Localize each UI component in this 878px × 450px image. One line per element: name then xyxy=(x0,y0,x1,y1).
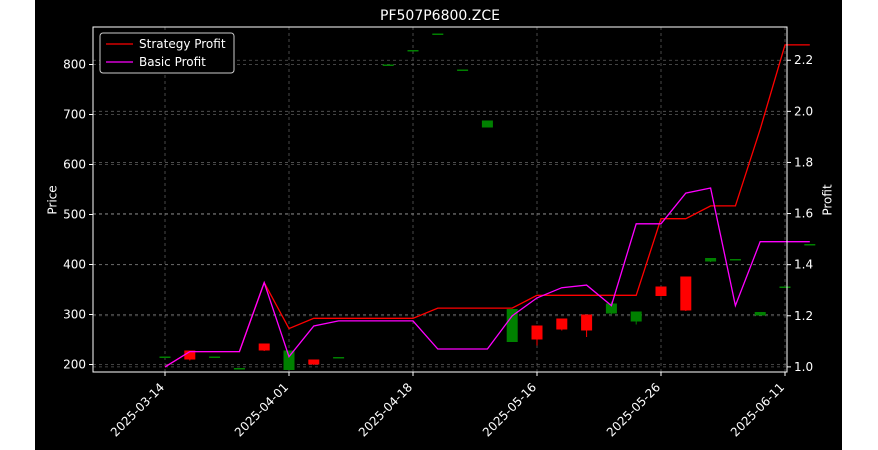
strategy-profit-line xyxy=(164,44,810,368)
candles-layer xyxy=(159,33,816,370)
candle-body xyxy=(184,350,196,360)
y-right-tick-label: 1.2 xyxy=(794,309,813,323)
x-tick-label: 2025-03-14 xyxy=(108,380,167,439)
candle-body xyxy=(159,356,171,358)
candle-body xyxy=(581,314,593,331)
y-right-tick-label: 2.0 xyxy=(794,104,813,118)
x-tick-label: 2025-05-26 xyxy=(604,380,663,439)
candle-body xyxy=(382,64,394,66)
candle-body xyxy=(481,120,493,128)
chart-svg: 2025-03-14 2025-04-01 2025-04-18 2025-05-16… xyxy=(46,8,835,439)
legend: Strategy Profit Basic Profit xyxy=(99,32,235,74)
y-axis-left-label: Price xyxy=(46,185,60,214)
grid-layer xyxy=(93,27,787,372)
candle-body xyxy=(283,350,295,370)
y-left-tick-label: 700 xyxy=(63,108,86,122)
candle-body xyxy=(680,276,692,311)
x-tick-label: 2025-04-18 xyxy=(356,380,415,439)
y-right-tick-label: 1.4 xyxy=(794,258,813,272)
candle-body xyxy=(506,309,518,342)
y-right-tick-label: 2.2 xyxy=(794,53,813,67)
legend-strategy-label: Strategy Profit xyxy=(139,37,226,51)
candle-body xyxy=(432,33,444,35)
candle-body xyxy=(754,312,766,316)
candle-body xyxy=(705,258,717,262)
x-tick-label: 2025-04-01 xyxy=(232,380,291,439)
y-right-tick-label: 1.6 xyxy=(794,207,813,221)
y-left-tick-label: 600 xyxy=(63,158,86,172)
candle-body xyxy=(531,325,543,340)
candle-body xyxy=(233,368,245,370)
candle-body xyxy=(729,259,741,261)
candle-body xyxy=(556,318,568,330)
x-tick-label: 2025-06-11 xyxy=(728,380,787,439)
x-tick-label: 2025-05-16 xyxy=(480,380,539,439)
candle-body xyxy=(258,343,270,351)
candle-body xyxy=(457,69,469,71)
y-left-tick-label: 500 xyxy=(63,208,86,222)
candle-body xyxy=(333,357,345,359)
y-left-tick-label: 800 xyxy=(63,58,86,72)
y-right-tick-label: 1.8 xyxy=(794,155,813,169)
chart-title: PF507P6800.ZCE xyxy=(380,8,500,24)
chart-figure: 2025-03-14 2025-04-01 2025-04-18 2025-05-16… xyxy=(35,0,842,450)
plot-frame xyxy=(92,26,788,373)
candle-body xyxy=(605,303,617,314)
legend-basic-label: Basic Profit xyxy=(139,55,206,69)
candle-body xyxy=(630,311,642,322)
profit-lines-layer xyxy=(164,44,810,368)
y-left-tick-label: 200 xyxy=(63,358,86,372)
candle-body xyxy=(655,286,667,296)
y-left-tick-label: 300 xyxy=(63,308,86,322)
candle-body xyxy=(804,244,816,246)
legend-box xyxy=(99,32,235,74)
candle-body xyxy=(779,286,791,288)
y-right-tick-label: 1.0 xyxy=(794,360,813,374)
candle-body xyxy=(308,359,320,365)
candle-body xyxy=(209,356,221,358)
basic-profit-line xyxy=(164,187,810,368)
y-axis-right-label: Profit xyxy=(821,184,835,216)
candle-body xyxy=(407,50,419,52)
y-left-tick-label: 400 xyxy=(63,258,86,272)
